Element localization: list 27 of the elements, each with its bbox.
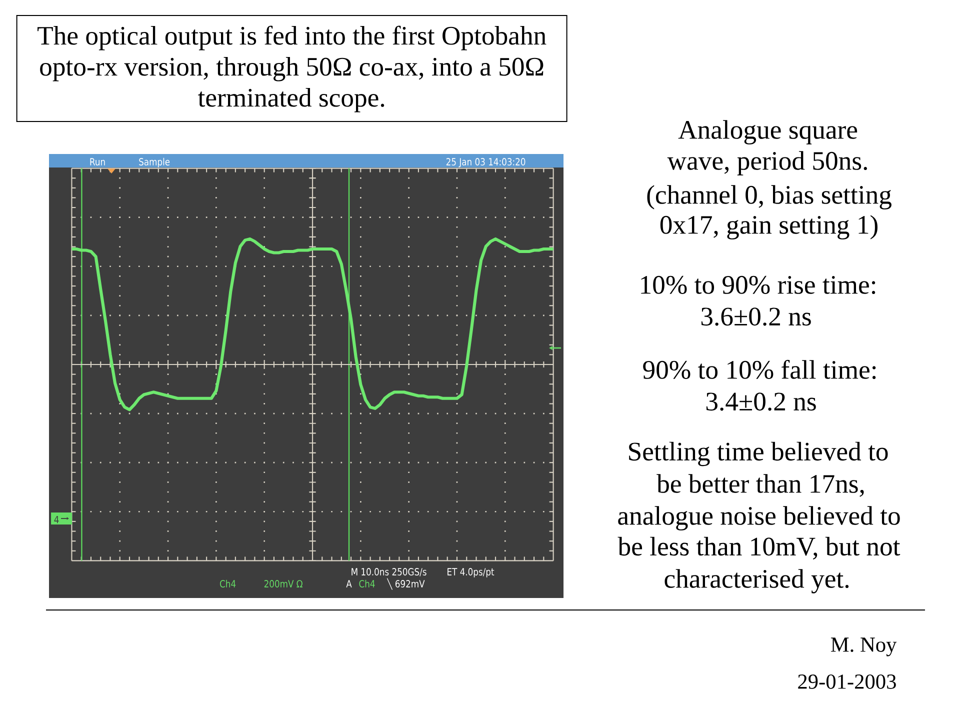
chart-title: The optical output is fed into the first Optobahn opto-rx version, through 50Ω co-ax, into a 50Ω terminated scope. [38, 26, 546, 112]
text: M 10.0ns 250GS/s [352, 568, 426, 576]
text: analogue noise believed to [618, 506, 900, 530]
text: be better than 17ns, [656, 474, 864, 497]
text: 4 [54, 516, 59, 524]
text: 0x17, gain setting 1) [660, 215, 878, 240]
text: Analogue square [678, 120, 858, 144]
text: 29-01-2003 [798, 674, 896, 689]
text: Ch4 [359, 580, 375, 588]
text: characterised yet. [664, 569, 849, 594]
text: Sample [139, 158, 170, 168]
text: 90% to 10% fall time: [643, 360, 876, 380]
text: (channel 0, bias setting [647, 185, 892, 210]
text: ╲ 692mV [386, 578, 425, 590]
text: wave, period 50ns. [667, 151, 867, 176]
text: A [346, 580, 352, 588]
text: 3.6±0.2 ns [701, 308, 811, 326]
text: ET 4.0ps/pt [448, 568, 494, 578]
text: Settling time believed to [629, 442, 888, 466]
text: 25 Jan 03 14:03:20 [446, 158, 526, 168]
text: Run [90, 158, 105, 166]
text: be less than 10mV, but not [618, 536, 900, 560]
text: 200mV Ω [264, 580, 302, 588]
text: 10% to 90% rise time: [641, 276, 876, 294]
text: M. Noy [830, 638, 897, 656]
text: 3.4±0.2 ns [706, 392, 816, 411]
text: Ch4 [220, 580, 236, 588]
